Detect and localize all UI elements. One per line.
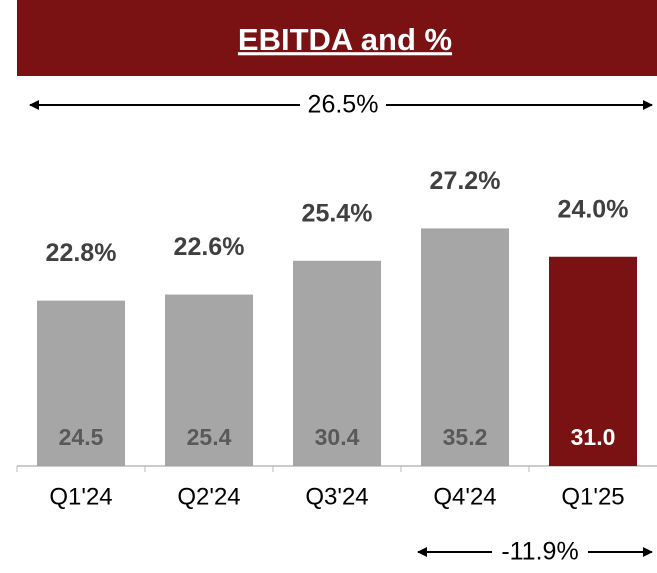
bar: [293, 260, 381, 466]
x-tick-label: Q1'24: [49, 483, 112, 510]
value-label: 25.4: [187, 424, 232, 450]
margin-label: 25.4%: [302, 199, 373, 227]
bar: [37, 300, 125, 466]
x-tick-label: Q4'24: [433, 483, 496, 510]
label-bg: [300, 90, 386, 120]
margin-label: 24.0%: [558, 195, 629, 223]
margin-label: 22.8%: [46, 239, 117, 267]
value-label: 31.0: [571, 424, 616, 450]
value-label: 35.2: [443, 424, 488, 450]
x-tick-label: Q3'24: [305, 483, 368, 510]
value-label: 24.5: [59, 424, 104, 450]
x-tick-label: Q1'25: [561, 483, 624, 510]
bar: [165, 294, 253, 466]
bar: [421, 228, 509, 466]
x-tick-label: Q2'24: [177, 483, 240, 510]
margin-label: 22.6%: [174, 233, 245, 261]
value-label: 30.4: [315, 424, 360, 450]
annotation: -11.9%: [501, 538, 578, 566]
title-banner: [17, 0, 657, 76]
bar: [549, 256, 637, 466]
annotation: 26.5%: [308, 91, 379, 119]
chart-title: EBITDA and %: [238, 22, 452, 57]
margin-label: 27.2%: [430, 167, 501, 195]
label-bg: [492, 537, 588, 567]
